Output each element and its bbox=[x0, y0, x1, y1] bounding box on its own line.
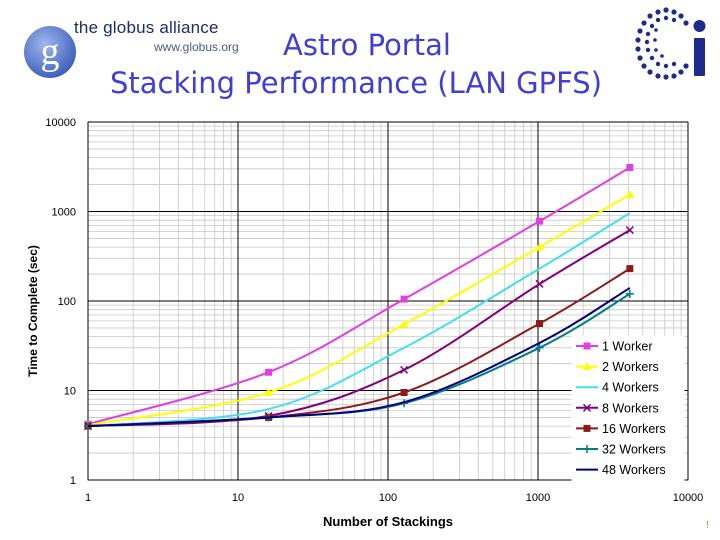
legend-label: 1 Worker bbox=[602, 340, 652, 354]
legend-marker bbox=[583, 424, 591, 432]
title-line1-text: Astro Portal bbox=[283, 28, 451, 62]
data-point-s1-p2 bbox=[265, 368, 273, 376]
y-tick-label: 1000 bbox=[52, 207, 76, 219]
data-point-s5-p5 bbox=[626, 265, 634, 273]
data-point-s2-p3 bbox=[399, 319, 409, 328]
legend-marker bbox=[583, 342, 591, 350]
x-tick-label: 100 bbox=[379, 492, 397, 504]
x-tick-label: 10 bbox=[232, 492, 244, 504]
data-point-s4-p5 bbox=[625, 226, 634, 235]
logo-name: the globus alliance bbox=[74, 18, 219, 37]
data-point-s4-p4 bbox=[535, 279, 544, 288]
data-point-s1-p5 bbox=[626, 164, 634, 172]
x-tick-label: 1000 bbox=[526, 492, 550, 504]
corner-mark: ! bbox=[706, 520, 709, 531]
data-point-s2-p4 bbox=[535, 242, 545, 251]
slide-title-line2: Stacking Performance (LAN GPFS) bbox=[109, 66, 603, 100]
globus-g-icon: g bbox=[24, 26, 76, 78]
svg-text:g: g bbox=[41, 31, 60, 73]
data-point-s4-p3 bbox=[400, 365, 409, 374]
legend-box bbox=[571, 335, 685, 493]
legend-label: 16 Workers bbox=[602, 422, 666, 436]
legend-label: 32 Workers bbox=[602, 443, 666, 457]
series-line-1 bbox=[87, 166, 631, 426]
legend-label: 4 Workers bbox=[602, 381, 659, 395]
performance-chart: 1 10 100 1000 10000 1 10 100 1000 10000 Number of … bbox=[26, 117, 704, 529]
legend-marker bbox=[582, 403, 592, 412]
series-line-3 bbox=[87, 212, 631, 428]
ci-logo-icon bbox=[635, 7, 706, 80]
data-point-s2-p5 bbox=[625, 189, 635, 198]
legend-label: 48 Workers bbox=[602, 463, 666, 477]
data-point-s1-p3 bbox=[400, 295, 408, 303]
data-point-s1-p4 bbox=[536, 217, 544, 225]
y-tick-label: 10000 bbox=[45, 117, 76, 129]
x-tick-label: 10000 bbox=[673, 492, 704, 504]
data-point-s6-p4 bbox=[535, 343, 544, 352]
legend-label: 8 Workers bbox=[602, 401, 659, 415]
data-point-s2-p2 bbox=[264, 387, 274, 396]
y-tick-label: 1 bbox=[70, 475, 76, 487]
x-axis-label: Number of Stackings bbox=[323, 514, 453, 529]
globus-alliance-logo: g the globus alliance www.globus.org bbox=[22, 12, 262, 82]
legend-marker bbox=[582, 362, 592, 371]
legend-marker bbox=[583, 445, 591, 453]
logo-url: www.globus.org bbox=[154, 40, 239, 54]
slide-title-line1: Astro Portal bbox=[0, 28, 720, 62]
data-point-s5-p4 bbox=[536, 320, 544, 328]
series-line-2 bbox=[87, 193, 631, 427]
y-tick-label: 10 bbox=[64, 386, 76, 398]
legend-label: 2 Workers bbox=[602, 360, 659, 374]
data-point-s6-p5 bbox=[625, 289, 634, 298]
series-line-7 bbox=[87, 287, 631, 428]
y-tick-label: 100 bbox=[58, 296, 76, 308]
x-tick-label: 1 bbox=[85, 492, 91, 504]
y-axis-label: Time to Complete (sec) bbox=[26, 245, 40, 377]
data-point-s5-p3 bbox=[400, 388, 408, 396]
